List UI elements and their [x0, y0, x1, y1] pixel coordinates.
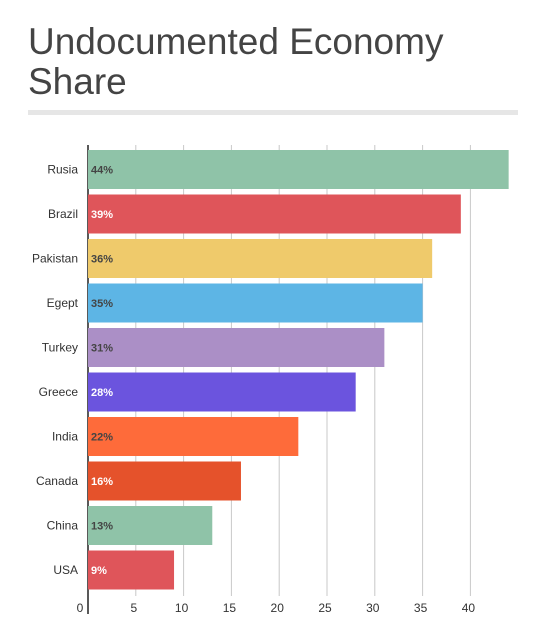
category-label: Greece — [39, 385, 79, 399]
category-label: India — [52, 430, 78, 444]
data-label: 22% — [91, 432, 113, 444]
data-label: 44% — [91, 165, 113, 177]
x-tick-label: 35 — [414, 601, 428, 615]
x-tick-labels: 0 5 10 15 20 25 30 35 40 — [77, 601, 476, 615]
data-label: 9% — [91, 565, 107, 577]
category-label: Rusia — [47, 163, 78, 177]
x-tick-label: 15 — [223, 601, 237, 615]
category-label: Brazil — [48, 207, 78, 221]
x-tick-label: 20 — [271, 601, 285, 615]
data-label: 35% — [91, 298, 113, 310]
x-tick-label: 25 — [318, 601, 332, 615]
bar-usa — [88, 550, 175, 590]
category-label: Turkey — [42, 341, 78, 355]
bar-china — [88, 506, 213, 545]
bar-canada — [88, 461, 241, 501]
x-tick-label: 0 — [77, 601, 84, 615]
chart-title: Undocumented Economy Share — [28, 21, 444, 102]
bar-rusia — [88, 150, 509, 189]
x-tick-label: 30 — [366, 601, 380, 615]
data-label: 31% — [91, 343, 113, 355]
data-label: 13% — [91, 521, 113, 533]
data-label: 36% — [91, 254, 113, 266]
title-divider — [28, 110, 518, 115]
bar-greece — [88, 372, 356, 412]
bar-turkey — [88, 328, 385, 367]
category-label: China — [47, 519, 79, 533]
bars — [88, 150, 509, 590]
data-label: 16% — [91, 476, 113, 488]
category-label: USA — [53, 563, 78, 577]
x-tick-label: 40 — [462, 601, 476, 615]
category-label: Egept — [47, 296, 79, 310]
x-tick-label: 5 — [130, 601, 137, 615]
category-label: Canada — [36, 474, 78, 488]
data-labels: 44% 39% 36% 35% 31% 28% 22% 16% 13% 9% — [91, 165, 113, 578]
bar-brazil — [88, 194, 461, 234]
category-labels: Rusia Brazil Pakistan Egept Turkey Greece Indi… — [32, 163, 79, 578]
bar-india — [88, 417, 299, 456]
data-label: 28% — [91, 387, 113, 399]
x-tick-label: 10 — [175, 601, 189, 615]
bar-egept — [88, 283, 423, 323]
data-label: 39% — [91, 209, 113, 221]
bar-pakistan — [88, 239, 433, 278]
category-label: Pakistan — [32, 252, 78, 266]
